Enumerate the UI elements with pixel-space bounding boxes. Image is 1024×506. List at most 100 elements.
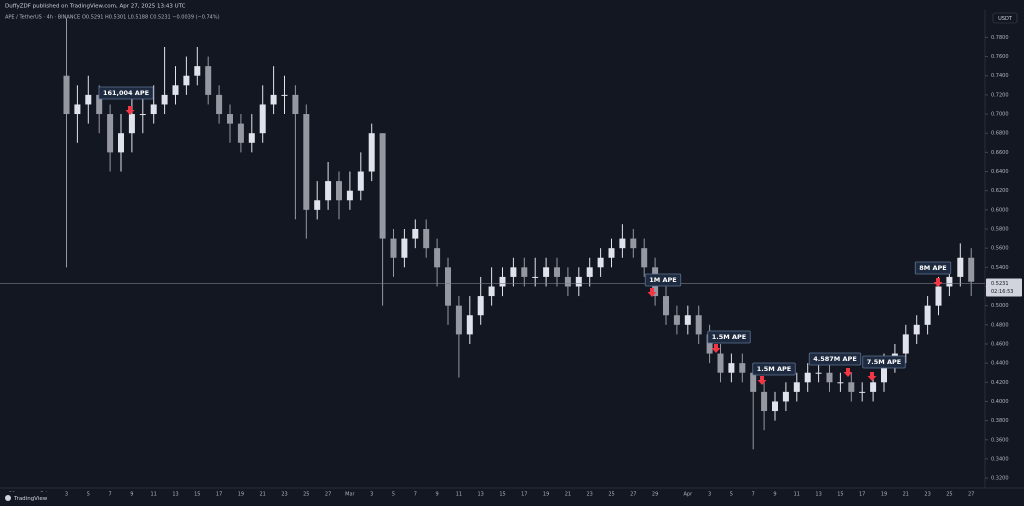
candle-body — [303, 114, 310, 210]
candle-body — [706, 334, 713, 354]
candle-body — [695, 315, 702, 335]
candle-body — [717, 353, 724, 373]
annotation-label: 4.587M APE — [813, 355, 857, 363]
annotation-box — [644, 273, 682, 287]
annotation-box — [98, 86, 154, 100]
x-tick-label: 25 — [608, 492, 614, 498]
y-tick-label: 0.3600 — [991, 437, 1009, 443]
x-tick-label: 17 — [521, 492, 527, 498]
candle-body — [488, 286, 495, 297]
candle-body — [466, 315, 473, 335]
y-tick-label: 0.3400 — [991, 456, 1009, 462]
x-tick-label: 11 — [456, 492, 462, 498]
annotation-label: 1.5M APE — [757, 365, 791, 373]
y-tick-label: 0.4800 — [991, 322, 1009, 328]
annotation-label: 161,004 APE — [103, 89, 149, 97]
candle-body — [205, 66, 212, 95]
symbol: APE / TetherUS · 4h · BINANCE — [5, 15, 80, 21]
y-tick-label: 0.4000 — [991, 399, 1009, 405]
candle-body — [554, 267, 560, 277]
candle-body — [543, 267, 550, 277]
candle-body — [564, 276, 571, 287]
x-tick-label: 19 — [238, 492, 244, 498]
currency-box[interactable] — [992, 12, 1018, 24]
candle-body — [401, 238, 408, 258]
y-tick-label: 0.4200 — [991, 380, 1009, 386]
y-tick-label: 0.6200 — [991, 188, 1009, 194]
candle-body — [259, 104, 266, 134]
candle-body — [346, 190, 353, 201]
x-tick-label: 13 — [172, 492, 178, 498]
candle-body — [292, 94, 299, 115]
x-tick-label: 15 — [194, 492, 200, 498]
candle-body — [870, 382, 877, 392]
x-tick-label: 11 — [794, 492, 800, 498]
candle-body — [815, 372, 822, 374]
x-tick-label: 21 — [903, 492, 909, 498]
candle-body — [521, 267, 528, 277]
candle-body — [804, 372, 811, 383]
candle-body — [107, 114, 114, 153]
annotation-label: 1M APE — [649, 276, 677, 284]
x-tick-label: 21 — [260, 492, 266, 498]
x-tick-label: 3 — [65, 492, 68, 498]
candle-body — [859, 391, 866, 393]
candle-body — [837, 382, 844, 384]
y-tick-label: 0.4400 — [991, 361, 1009, 367]
candle-body — [248, 133, 255, 143]
x-tick-label: 27 — [968, 492, 974, 498]
y-tick-label: 0.5000 — [991, 303, 1009, 309]
candle-body — [74, 104, 81, 115]
candle-body — [641, 248, 648, 268]
candle-body — [237, 123, 244, 143]
candle-body — [139, 114, 146, 116]
x-tick-label: 19 — [543, 492, 549, 498]
candle-body — [968, 257, 975, 282]
candle-body — [739, 363, 746, 373]
x-tick-label: 9 — [130, 492, 133, 498]
y-tick-label: 0.6000 — [991, 207, 1009, 213]
x-tick-label: 25 — [946, 492, 952, 498]
y-tick-label: 0.6400 — [991, 169, 1009, 175]
x-tick-label: 15 — [837, 492, 843, 498]
candle-body — [881, 363, 887, 383]
x-tick-label: 13 — [815, 492, 821, 498]
publisher-line: DuffyZDF published on TradingView.com, A… — [5, 4, 186, 10]
candle-body — [586, 267, 593, 277]
candle-body — [772, 401, 778, 412]
x-tick-label: 17 — [216, 492, 222, 498]
candle-body — [455, 305, 462, 335]
candle-body — [761, 391, 768, 412]
y-tick-label: 0.7600 — [991, 54, 1009, 60]
candle-body — [150, 104, 157, 115]
x-tick-label: 25 — [303, 492, 309, 498]
candle-body — [750, 372, 757, 392]
candle-body — [684, 315, 691, 325]
y-tick-label: 0.6800 — [991, 131, 1009, 137]
candle-body — [325, 181, 332, 201]
candle-body — [216, 94, 223, 115]
x-tick-label: 23 — [587, 492, 593, 498]
ohlc-text: O0.5291 H0.5301 L0.5188 C0.5231 −0.0039 … — [82, 15, 220, 21]
x-tick-label: 7 — [414, 492, 417, 498]
candle-body — [194, 66, 201, 76]
watermark-logo — [5, 495, 11, 501]
x-tick-label: 17 — [859, 492, 865, 498]
candle-body — [281, 94, 288, 96]
candle-body — [85, 94, 92, 105]
y-tick-label: 0.4600 — [991, 341, 1009, 347]
annotation-arrow — [843, 368, 853, 377]
currency[interactable]: USDT — [998, 16, 1013, 22]
watermark: TradingView — [13, 496, 48, 502]
x-tick-label: 7 — [109, 492, 112, 498]
candle-body — [128, 114, 135, 134]
x-tick-label: 23 — [281, 492, 287, 498]
x-tick-label: Apr — [683, 492, 693, 498]
x-tick-label: 19 — [881, 492, 887, 498]
x-tick-label: 5 — [392, 492, 395, 498]
y-tick-label: 0.3200 — [991, 476, 1009, 482]
candle-body — [673, 315, 680, 325]
candle-body — [532, 276, 539, 278]
